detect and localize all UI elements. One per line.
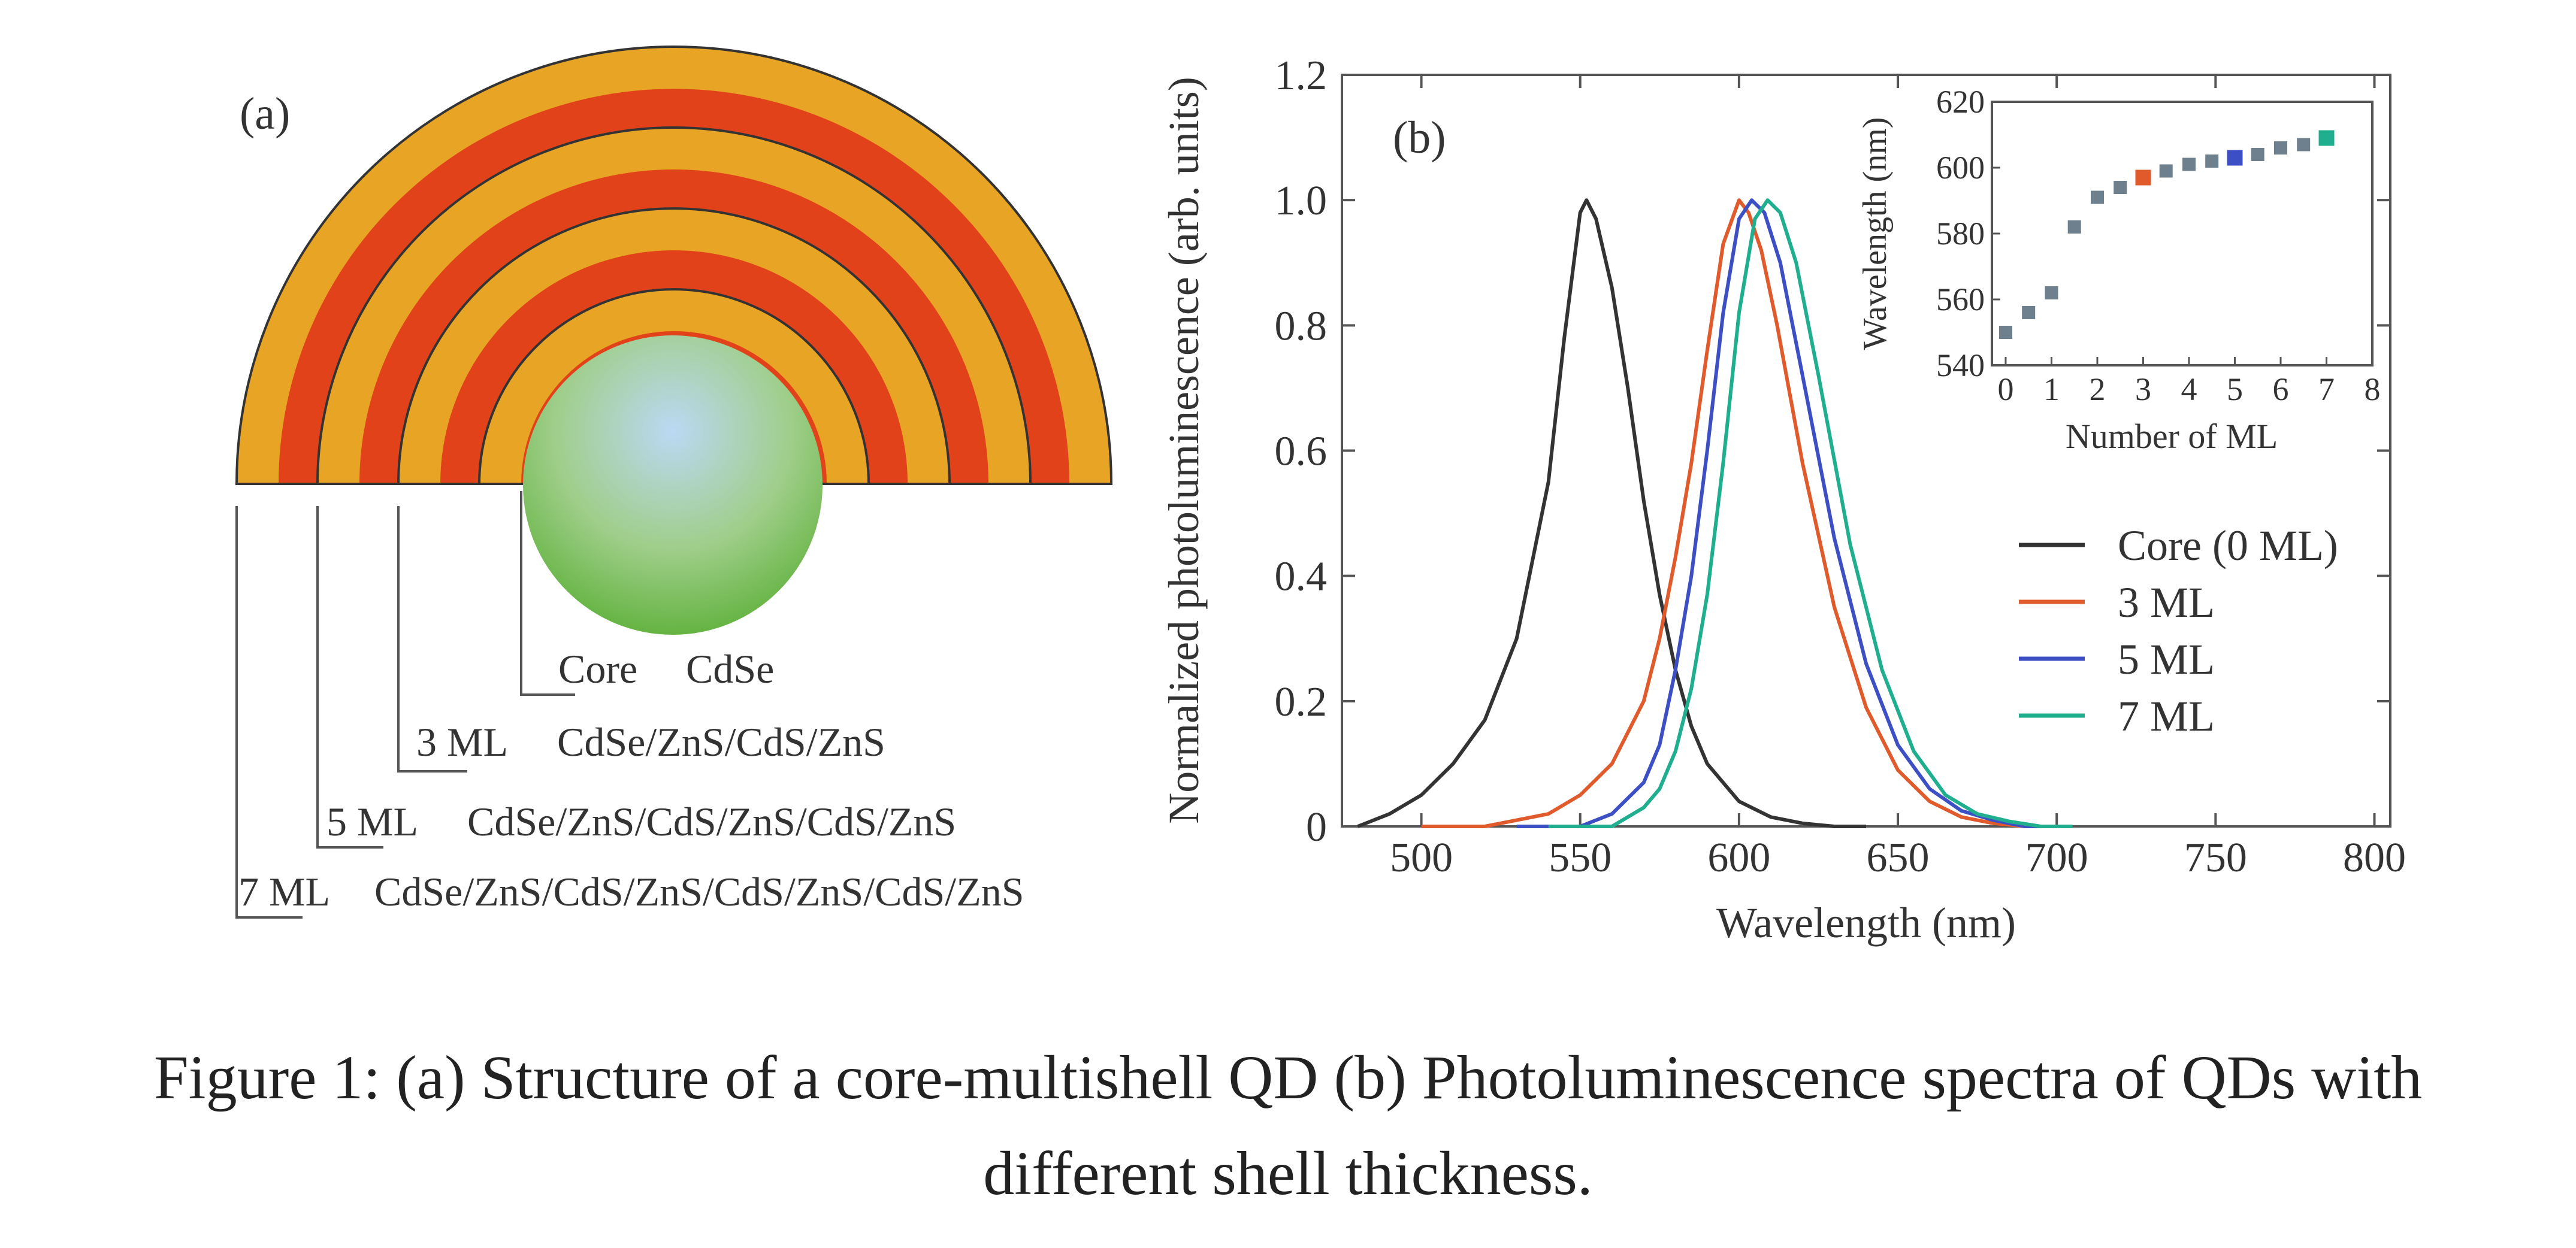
pl-y-tick-label-2: 0.4 [1275,554,1328,600]
panel-b-label: (b) [1393,113,1446,163]
pl-y-tick-label-5: 1.0 [1275,178,1328,224]
inset-y-tick-label-560: 560 [1936,281,1985,317]
inset-point-shell-12 [2274,141,2287,155]
pl-spectra-lines [1357,198,2073,828]
pl-series-line-7-ml [1548,198,2073,828]
inset-x-axis-label: Number of ML [2066,417,2278,456]
pl-x-tick-label-550: 550 [1549,835,1611,881]
layer-tag-3ml: 3 ML [416,719,508,765]
inset-point-shell-3 [2067,220,2081,234]
layer-composition-7ml: CdSe/ZnS/CdS/ZnS/CdS/ZnS/CdS/ZnS [374,869,1024,914]
inset-x-tick-label-6: 6 [2272,371,2288,407]
pl-y-tick-label-1: 0.2 [1275,679,1328,725]
pl-y-tick-label-0: 0 [1306,804,1327,850]
inset-x-tick-label-4: 4 [2181,371,2197,407]
inset-point-shell-0 [1999,326,2012,339]
inset-point-shell-2 [2045,286,2058,299]
inset-x-tick-label-1: 1 [2043,371,2060,407]
inset-y-tick-label-620: 620 [1936,84,1985,120]
layer-tag-7ml: 7 ML [238,869,330,914]
inset-plot-frame [1991,101,2374,366]
inset-point-shell-11 [2251,148,2264,161]
caption-line-2: different shell thickness. [983,1139,1593,1208]
leader-7ml [235,506,303,919]
leader-3ml [397,506,467,773]
inset-x-tick-label-5: 5 [2227,371,2243,407]
inset-x-tick-label-0: 0 [1997,371,2013,407]
pl-x-tick-label-500: 500 [1390,835,1453,881]
caption-line-1: Figure 1: (a) Structure of a core-multis… [153,1043,2423,1112]
inset-point-shell-7 [2159,164,2173,178]
inset-point-shell-9 [2205,155,2219,168]
layer-composition-core: CdSe [686,646,774,692]
pl-x-tick-label-700: 700 [2025,835,2088,881]
pl-x-tick-label-800: 800 [2343,835,2406,881]
inset-y-ticks: 540 560 580 600 620 [1936,84,2000,383]
inset-y-tick-label-540: 540 [1936,347,1985,383]
inset-x-tick-label-7: 7 [2318,371,2335,407]
pl-legend-label-core-0-ml: Core (0 ML) [2118,522,2338,570]
inset-point-shell-4 [2091,190,2104,204]
panel-b: (b) 500 550 600 650 700 750 800 00.20.40.60.81… [1160,53,2406,947]
figure-caption: Figure 1: (a) Structure of a core-multis… [0,1030,2576,1222]
layer-leader-lines [235,491,575,919]
pl-x-tick-label-600: 600 [1707,835,1770,881]
inset-y-tick-label-600: 600 [1936,150,1985,186]
inset-point-3-ml [2135,169,2151,186]
pl-legend-label-7-ml: 7 ML [2118,692,2215,740]
layer-composition-5ml: CdSe/ZnS/CdS/ZnS/CdS/ZnS [467,799,956,844]
pl-y-tick-label-3: 0.6 [1275,429,1328,475]
pl-series-line-core-0-ml [1357,198,1866,828]
inset-x-tick-label-8: 8 [2365,371,2381,407]
pl-series-line-5-ml [1516,198,2057,828]
leader-core [520,491,575,696]
layer-tag-5ml: 5 ML [326,799,418,844]
pl-series-line-3-ml [1421,198,2025,828]
panel-a-label: (a) [240,89,290,139]
inset-point-7-ml [2318,130,2335,146]
cdse-core-sphere [523,335,823,635]
pl-x-axis-label: Wavelength (nm) [1716,899,2016,947]
inset-x-tick-label-3: 3 [2135,371,2151,407]
layer-tag-core: Core [558,646,637,692]
figure: (a) Core CdSe 3 ML CdSe/ZnS/CdS/ZnS 5 ML [235,46,2406,947]
inset-point-5-ml [2227,150,2243,166]
pl-legend-label-3-ml: 3 ML [2118,578,2215,626]
pl-y-axis-label: Normalized photoluminescence (arb. units… [1160,77,1208,824]
pl-x-tick-label-650: 650 [1867,835,1930,881]
pl-x-tick-label-750: 750 [2184,835,2247,881]
layer-labels: Core CdSe 3 ML CdSe/ZnS/CdS/ZnS 5 ML CdS… [238,646,1024,914]
inset-point-shell-5 [2114,181,2127,194]
pl-legend-label-5-ml: 5 ML [2118,635,2215,683]
inset-x-tick-label-2: 2 [2089,371,2105,407]
inset-point-shell-13 [2297,138,2311,152]
pl-y-tick-label-4: 0.8 [1275,303,1328,349]
inset-y-tick-label-580: 580 [1936,216,1985,252]
pl-y-ticks: 0 0.2 0.4 0.6 0.8 1.0 1.2 [1275,53,2390,850]
inset-point-shell-8 [2182,157,2196,171]
inset-points [1999,130,2335,339]
layer-composition-3ml: CdSe/ZnS/CdS/ZnS [557,719,885,765]
pl-y-tick-label-6: 1.2 [1275,53,1328,99]
inset-point-shell-1 [2022,306,2036,319]
leader-5ml [316,506,383,849]
panel-a: (a) Core CdSe 3 ML CdSe/ZnS/CdS/ZnS 5 ML [235,46,1113,919]
pl-legend: Core (0 ML) 3 ML 5 ML 7 ML [2019,522,2338,740]
pl-x-ticks: 500 550 600 650 700 750 800 [1390,75,2406,881]
inset-y-axis-label: Wavelength (nm) [1857,117,1894,350]
